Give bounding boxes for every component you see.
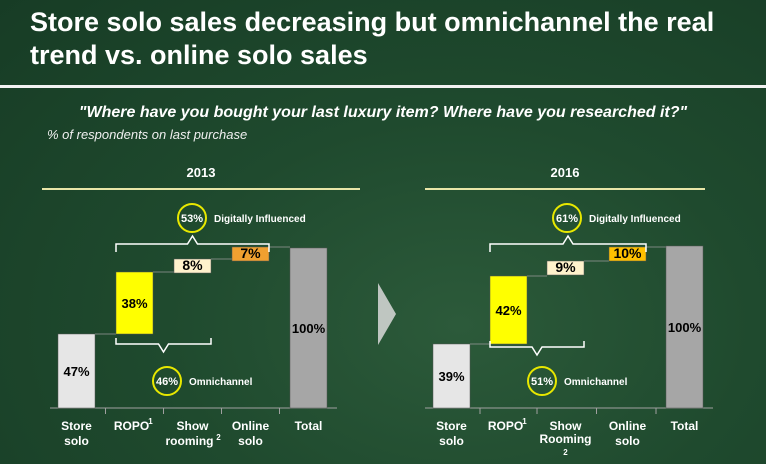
category-label-online: Online <box>609 419 647 433</box>
data-label-store: 39% <box>438 369 464 384</box>
bar-show <box>173 258 212 274</box>
data-label-online: 7% <box>240 245 261 261</box>
category-label-show: Show <box>550 419 583 433</box>
category-label-online: Online <box>232 419 270 433</box>
omnichannel-label: Omnichannel <box>564 377 628 388</box>
category-label-online-line2: solo <box>615 434 640 448</box>
bar-total <box>665 245 704 409</box>
category-label-sup: 2 <box>216 433 221 442</box>
category-label-store-line2: solo <box>439 434 464 448</box>
category-label-total: Total <box>671 419 699 433</box>
chart-subtitle: % of respondents on last purchase <box>47 127 248 142</box>
survey-question: "Where have you bought your last luxury … <box>78 104 688 121</box>
title-divider <box>0 85 766 88</box>
category-label-ropo: ROPO <box>488 419 523 433</box>
digitally-influenced-brace <box>489 234 647 252</box>
category-label-online-line2: solo <box>238 434 263 448</box>
digitally-influenced-value: 61% <box>556 213 578 225</box>
category-label-show: Show <box>177 419 210 433</box>
bar-ropo <box>115 271 154 335</box>
data-label-store: 47% <box>63 364 89 379</box>
data-label-total: 100% <box>668 320 702 335</box>
omnichannel-circle <box>527 366 557 396</box>
digitally-influenced-value: 53% <box>181 213 203 225</box>
bar-online <box>231 246 270 262</box>
omnichannel-circle <box>152 366 182 396</box>
bar-ropo <box>489 275 528 345</box>
category-label-sup: 1 <box>522 417 527 426</box>
omnichannel-value: 46% <box>156 376 178 388</box>
omnichannel-label: Omnichannel <box>189 377 253 388</box>
category-label-store-line2: solo <box>64 434 89 448</box>
category-label-store: Store <box>436 419 467 433</box>
digitally-influenced-circle <box>552 203 582 233</box>
data-label-ropo: 38% <box>121 296 147 311</box>
category-label-sup: 1 <box>148 417 153 426</box>
chart-title-2016: 2016 <box>551 165 580 180</box>
category-label-sup: 2 <box>563 448 568 457</box>
bar-total <box>289 247 328 409</box>
bar-store <box>432 343 471 409</box>
omnichannel-brace <box>115 338 212 354</box>
data-label-show: 8% <box>182 257 203 273</box>
data-label-show: 9% <box>555 259 576 275</box>
data-label-total: 100% <box>292 321 326 336</box>
slide-title: Store solo sales decreasing but omnichan… <box>30 7 715 70</box>
data-label-ropo: 42% <box>495 303 521 318</box>
bar-online <box>608 246 647 262</box>
category-label-store: Store <box>61 419 92 433</box>
category-label-show-line2: rooming <box>166 434 214 448</box>
omnichannel-brace <box>489 341 585 357</box>
transition-arrow <box>378 283 396 345</box>
chart-title-2013: 2013 <box>187 165 216 180</box>
category-label-show-line2: Rooming <box>540 432 592 446</box>
digitally-influenced-brace <box>115 234 270 252</box>
category-label-ropo: ROPO <box>114 419 149 433</box>
bar-store <box>57 333 96 409</box>
omnichannel-value: 51% <box>531 376 553 388</box>
digitally-influenced-label: Digitally Influenced <box>214 214 306 225</box>
digitally-influenced-circle <box>177 203 207 233</box>
digitally-influenced-label: Digitally Influenced <box>589 214 681 225</box>
data-label-online: 10% <box>613 245 642 261</box>
category-label-total: Total <box>295 419 323 433</box>
bar-show <box>546 260 585 276</box>
